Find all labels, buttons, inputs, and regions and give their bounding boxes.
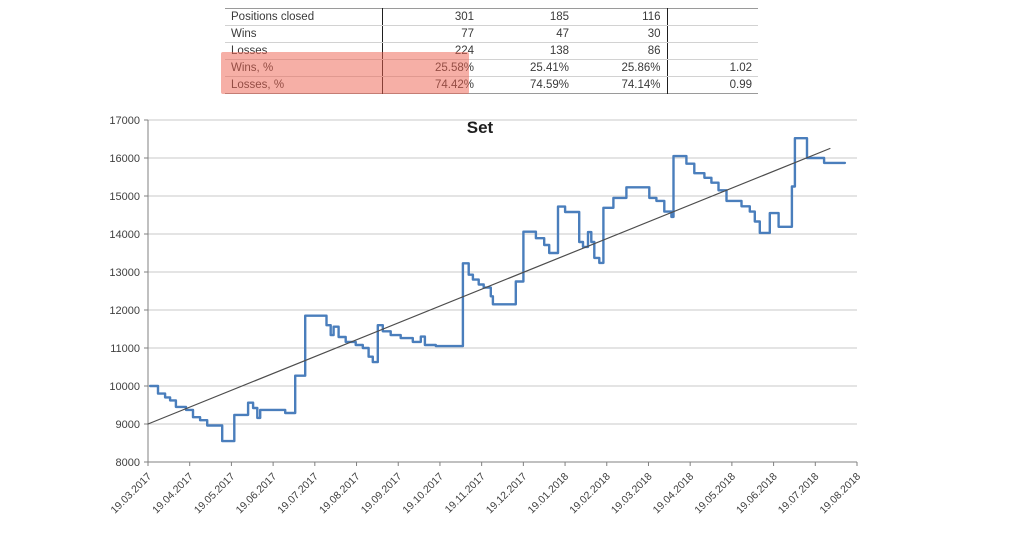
x-axis-label: 19.04.2018 <box>651 471 697 517</box>
x-axis-label: 19.10.2017 <box>400 471 446 517</box>
table-cell: 0.99 <box>729 79 752 91</box>
table-cell: 25.41% <box>480 59 575 77</box>
y-axis-label: 11000 <box>110 343 140 355</box>
y-axis-label: 17000 <box>109 115 140 127</box>
table-cell: 77 <box>382 25 480 43</box>
table-row: Positions closed 301 185 116 <box>225 8 758 26</box>
x-axis-label: 19.07.2018 <box>776 471 822 517</box>
y-axis-label: 8000 <box>116 457 140 469</box>
x-axis-label: 19.12.2017 <box>484 471 530 517</box>
table-cell: 138 <box>480 42 575 60</box>
table-cell: 74.14% <box>575 76 668 94</box>
trend-line <box>147 147 831 425</box>
table-cell: 86 <box>575 42 668 60</box>
x-axis-label: 19.08.2017 <box>317 471 363 517</box>
x-axis-label: 19.03.2018 <box>609 471 655 517</box>
table-cell: 25.86% <box>575 59 668 77</box>
row-label: Positions closed <box>225 8 383 26</box>
x-axis-label: 19.05.2018 <box>692 471 738 517</box>
chart-title: Set <box>466 118 494 137</box>
x-axis-label: 19.06.2018 <box>734 471 780 517</box>
y-axis-label: 12000 <box>109 305 140 317</box>
x-axis-label: 19.01.2018 <box>526 471 572 517</box>
table-cell: 185 <box>480 8 575 26</box>
y-axis-label: 14000 <box>109 229 140 241</box>
table-cell: 74.59% <box>529 79 569 91</box>
balance-line <box>148 136 847 443</box>
table-cell: 30 <box>575 25 668 43</box>
y-axis-label: 16000 <box>109 153 140 165</box>
table-cell <box>667 25 758 43</box>
x-axis-label: 19.04.2017 <box>150 471 196 517</box>
y-axis-label: 15000 <box>109 191 140 203</box>
x-axis-label: 19.08.2018 <box>817 471 863 517</box>
x-axis-label: 19.09.2017 <box>359 471 405 517</box>
table-cell: 116 <box>575 8 668 26</box>
table-cell <box>667 42 758 60</box>
y-axis-label: 9000 <box>116 419 140 431</box>
x-axis-label: 19.11.2017 <box>443 471 488 516</box>
x-axis-label: 19.07.2017 <box>275 471 321 517</box>
x-axis-label: 19.03.2017 <box>108 471 154 517</box>
table-cell: 1.02 <box>667 59 758 77</box>
table-row: Wins 77 47 30 <box>225 25 758 43</box>
table-cell: 47 <box>480 25 575 43</box>
x-axis-label: 19.06.2017 <box>234 471 280 517</box>
x-axis-label: 19.05.2017 <box>192 471 238 517</box>
table-cell: 301 <box>382 8 480 26</box>
table-cell <box>667 8 758 26</box>
y-axis-label: 10000 <box>109 381 140 393</box>
x-axis-label: 19.02.2018 <box>567 471 613 517</box>
y-axis-label: 13000 <box>109 267 140 279</box>
row-label: Wins <box>225 25 383 43</box>
